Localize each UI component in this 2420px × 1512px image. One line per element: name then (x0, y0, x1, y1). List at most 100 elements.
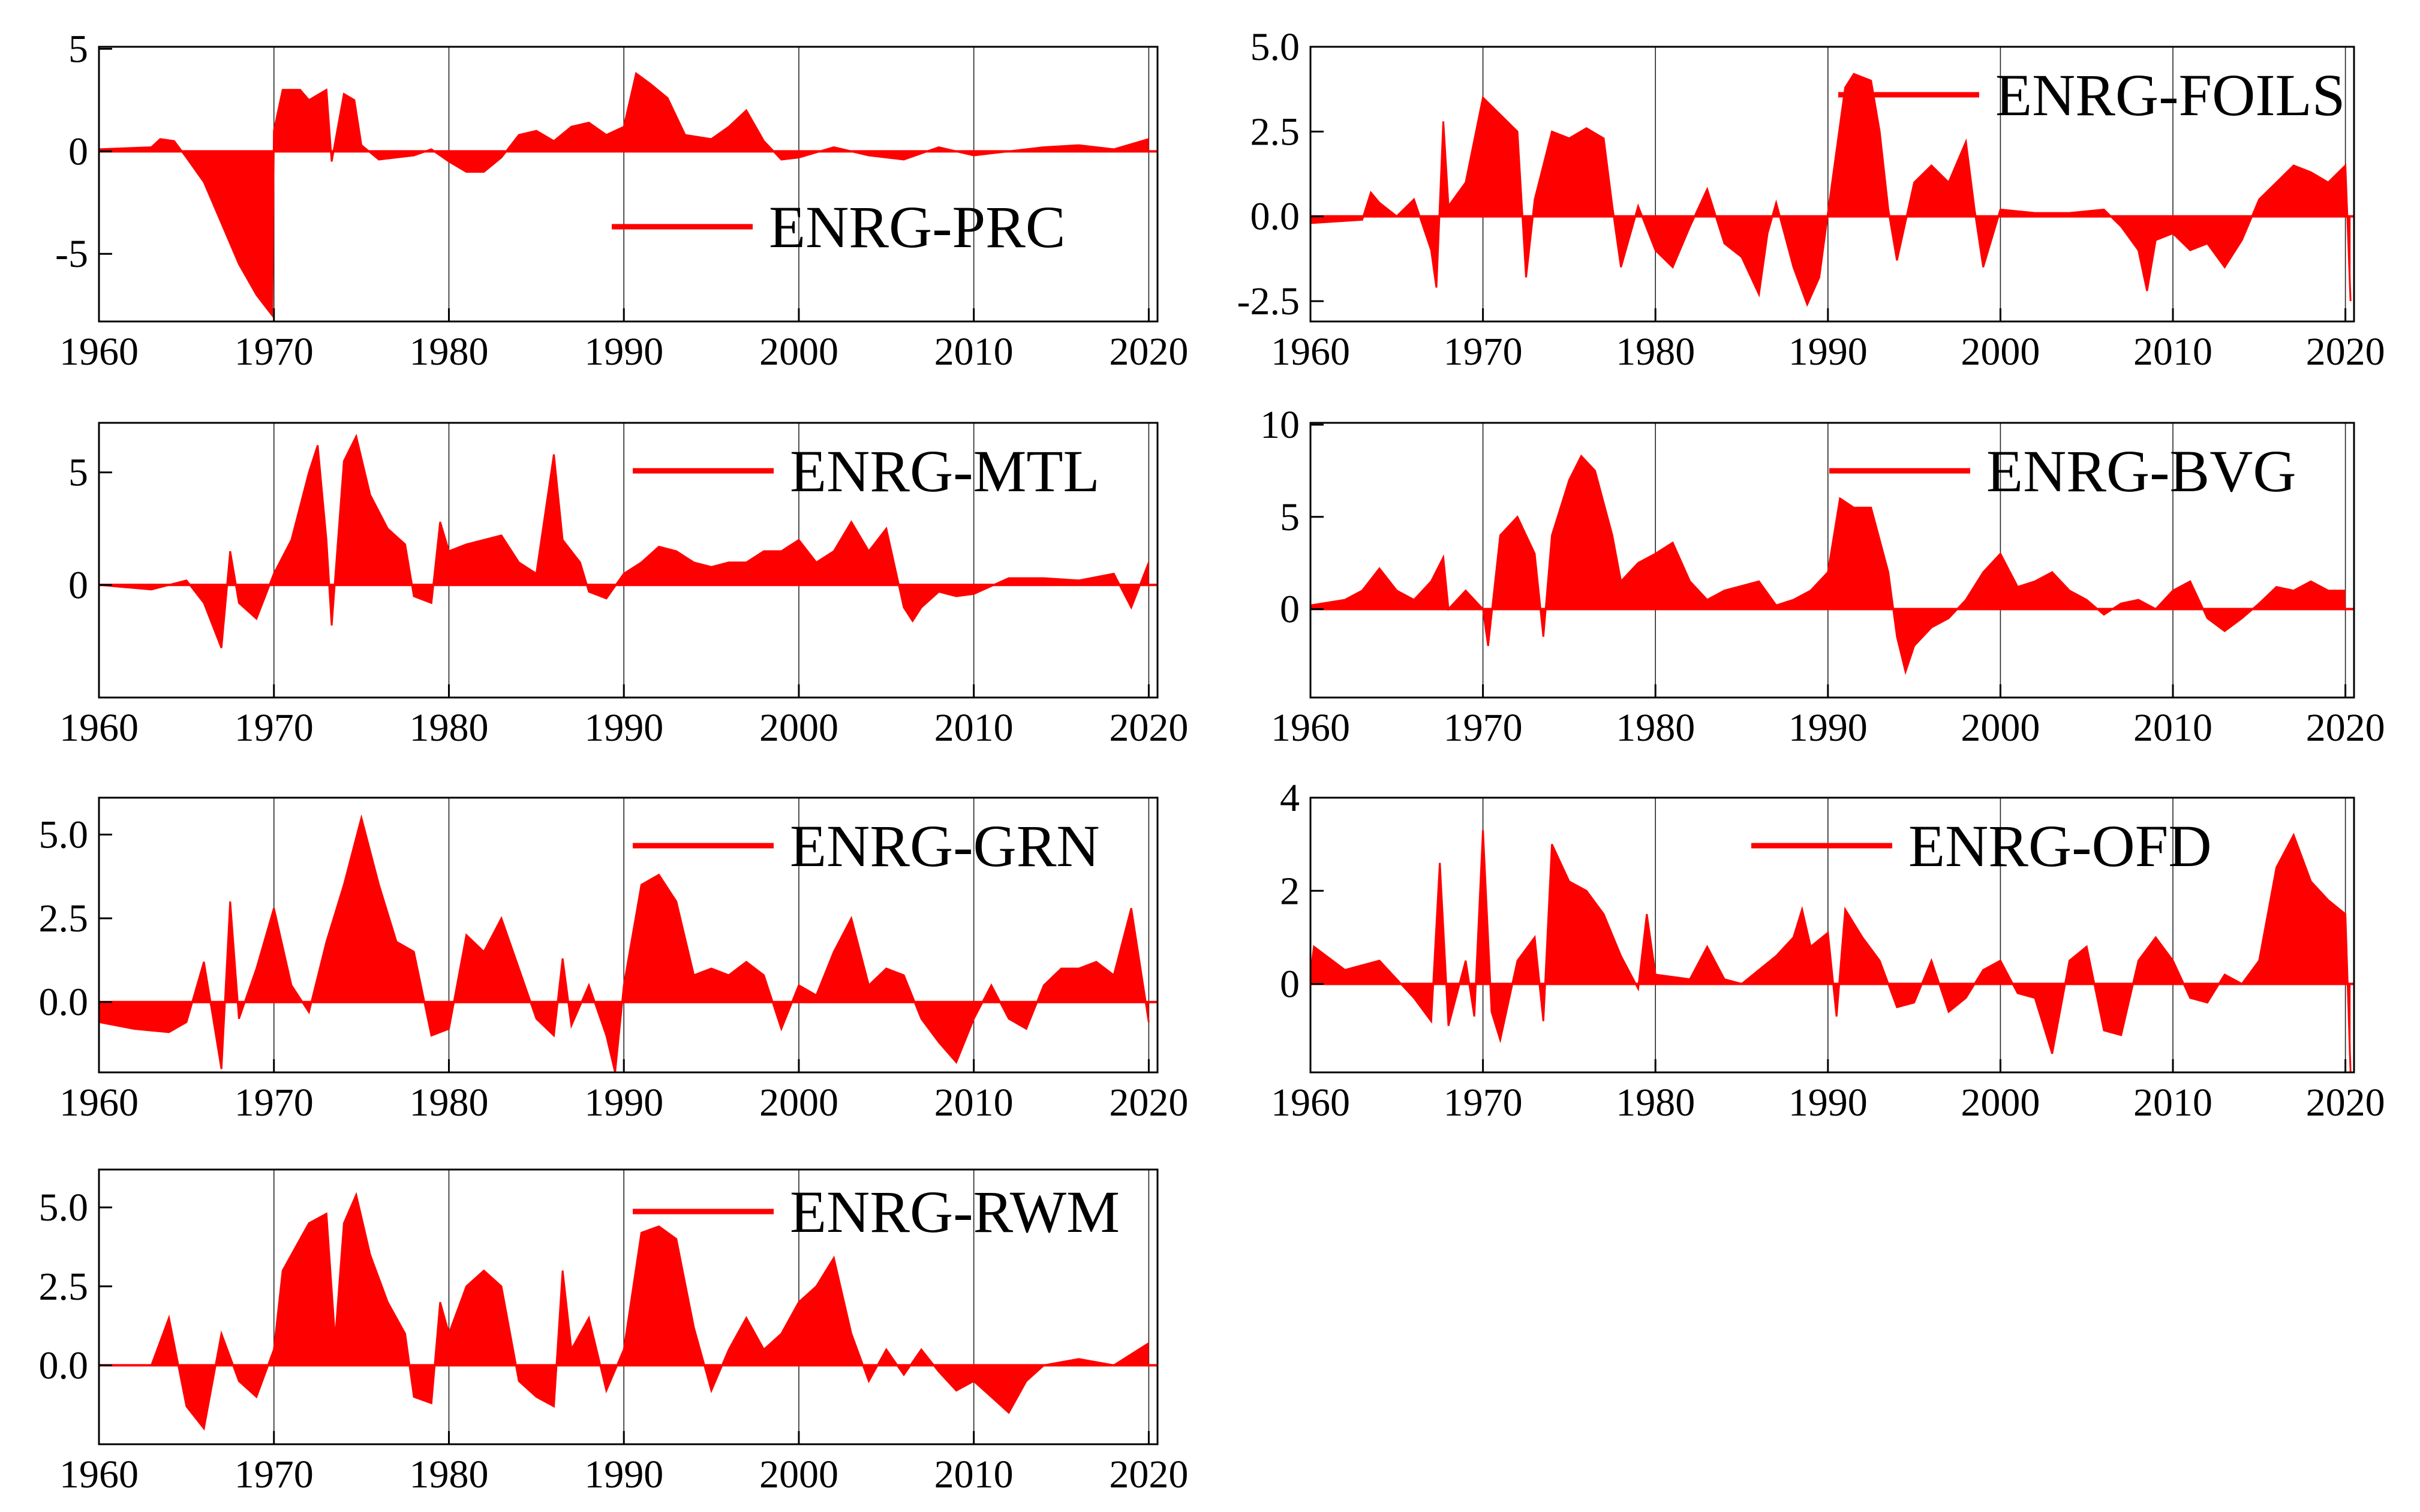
x-tick-label: 1970 (235, 330, 314, 374)
x-tick-label: 1980 (1616, 706, 1695, 750)
x-tick-label: 1990 (584, 706, 663, 750)
x-tick-label: 1960 (59, 1453, 139, 1496)
legend-label: ENRG-MTL (790, 438, 1100, 504)
x-tick-label: 2000 (1961, 1081, 2040, 1125)
x-tick-label: 1970 (235, 1453, 314, 1496)
x-tick-label: 1980 (409, 1453, 488, 1496)
x-tick-label: 2000 (759, 1081, 838, 1125)
plot-frame (98, 422, 1159, 699)
x-tick-label: 2020 (1109, 1081, 1188, 1125)
series-area (1310, 456, 2346, 672)
y-tick-label: 5.0 (1250, 25, 1300, 69)
y-tick-label: 5 (68, 451, 88, 495)
y-tick-label: 2.5 (39, 1265, 89, 1309)
x-tick-label: 1980 (409, 1081, 488, 1125)
x-tick-label: 2020 (1109, 330, 1188, 374)
series-line (1310, 73, 2352, 307)
x-tick-label: 1960 (1271, 1081, 1350, 1125)
x-tick-label: 1990 (1788, 330, 1868, 374)
x-tick-label: 1960 (59, 706, 139, 750)
y-tick-label: 0.0 (39, 981, 89, 1024)
x-tick-label: 2000 (759, 1453, 838, 1496)
legend: ENRG-PRC (612, 194, 1066, 260)
legend-label: ENRG-GRN (790, 813, 1100, 879)
x-tick-label: 1980 (1616, 1081, 1695, 1125)
legend: ENRG-GRN (633, 813, 1100, 879)
y-tick-label: 5 (1280, 495, 1300, 539)
series-area (1310, 830, 2351, 1072)
legend: ENRG-FOILS (1838, 62, 2345, 128)
panel-enrg-rwm: 5.0 2.5 0.0 1960 1970 1980 1990 2000 2010 2020 ENR… (39, 1168, 1188, 1496)
legend-label: ENRG-OFD (1908, 813, 2212, 879)
y-tick-label: 0 (68, 563, 88, 607)
x-tick-label: 1990 (584, 1081, 663, 1125)
legend-label: ENRG-RWM (790, 1179, 1120, 1245)
series-line (1309, 830, 2352, 1073)
x-tick-label: 1970 (1444, 706, 1523, 750)
plot-frame (98, 46, 1159, 323)
legend: ENRG-RWM (633, 1179, 1120, 1245)
y-tick-label: 5 (68, 27, 88, 71)
legend: ENRG-OFD (1751, 813, 2212, 879)
series-line (99, 1192, 1150, 1431)
x-tick-label: 1970 (235, 1081, 314, 1125)
x-tick-label: 1960 (1271, 706, 1350, 750)
panel-enrg-mtl: 5 0 1960 1970 1980 1990 2000 2010 2020 ENRG-MTL (59, 422, 1188, 750)
y-tick-label: 4 (1280, 776, 1300, 820)
x-tick-label: 1980 (409, 330, 488, 374)
panel-enrg-prc: 5 0 -5 1960 1970 1980 1990 2000 2010 2020 ENRG-PRC (55, 27, 1188, 374)
y-tick-label: 0 (68, 130, 88, 173)
x-tick-label: 1980 (1616, 330, 1695, 374)
x-tick-label: 2020 (2306, 330, 2385, 374)
panel-enrg-grn: 5.0 2.5 0.0 1960 1970 1980 1990 2000 2010 2020 ENR… (39, 796, 1188, 1125)
x-tick-label: 2000 (759, 706, 838, 750)
x-tick-label: 2010 (934, 706, 1014, 750)
x-tick-label: 2000 (759, 330, 838, 374)
plot-frame (98, 1168, 1159, 1445)
x-tick-label: 2020 (1109, 1453, 1188, 1496)
series-line (98, 814, 1150, 1073)
x-tick-label: 1970 (1444, 330, 1523, 374)
y-tick-label: 0.0 (39, 1343, 89, 1387)
x-tick-label: 1980 (409, 706, 488, 750)
y-tick-label: 5.0 (39, 1186, 89, 1230)
plot-frame (1309, 796, 2355, 1074)
x-tick-label: 2020 (2306, 1081, 2385, 1125)
x-tick-label: 2010 (2133, 330, 2212, 374)
plot-frame (1309, 46, 2355, 323)
series-area (99, 1195, 1149, 1429)
x-tick-label: 1970 (235, 706, 314, 750)
legend: ENRG-MTL (633, 438, 1100, 504)
x-tick-label: 2010 (934, 1453, 1014, 1496)
x-tick-label: 2020 (1109, 706, 1188, 750)
x-tick-label: 1970 (1444, 1081, 1523, 1125)
y-tick-label: -5 (55, 232, 88, 276)
series-area (99, 436, 1149, 648)
legend-label: ENRG-FOILS (1995, 62, 2345, 128)
panel-enrg-ofd: 4 2 0 1960 1970 1980 1990 2000 2010 2020 ENRG-OFD (1271, 776, 2385, 1125)
y-tick-label: 2.5 (1250, 110, 1300, 154)
y-tick-label: 0.0 (1250, 195, 1300, 239)
x-tick-label: 1990 (584, 330, 663, 374)
x-tick-label: 1960 (59, 1081, 139, 1125)
x-tick-label: 2020 (2306, 706, 2385, 750)
x-tick-label: 1960 (1271, 330, 1350, 374)
x-tick-label: 2010 (2133, 1081, 2212, 1125)
x-tick-label: 1990 (1788, 1081, 1868, 1125)
x-tick-label: 2000 (1961, 330, 2040, 374)
y-tick-label: 2.5 (39, 897, 89, 940)
x-tick-label: 2000 (1961, 706, 2040, 750)
x-tick-label: 2010 (934, 330, 1014, 374)
y-tick-label: 10 (1260, 403, 1300, 447)
panel-enrg-bvg: 10 5 0 1960 1970 1980 1990 2000 2010 2020 ENRG-BVG (1260, 403, 2385, 750)
series-line (98, 434, 1150, 648)
legend-label: ENRG-BVG (1986, 438, 2296, 504)
series-line (1310, 454, 2346, 675)
legend: ENRG-BVG (1829, 438, 2296, 504)
legend-label: ENRG-PRC (769, 194, 1066, 260)
series-area (99, 817, 1149, 1072)
y-tick-label: 0 (1280, 963, 1300, 1006)
x-tick-label: 1960 (59, 330, 139, 374)
series-area (1310, 74, 2351, 305)
